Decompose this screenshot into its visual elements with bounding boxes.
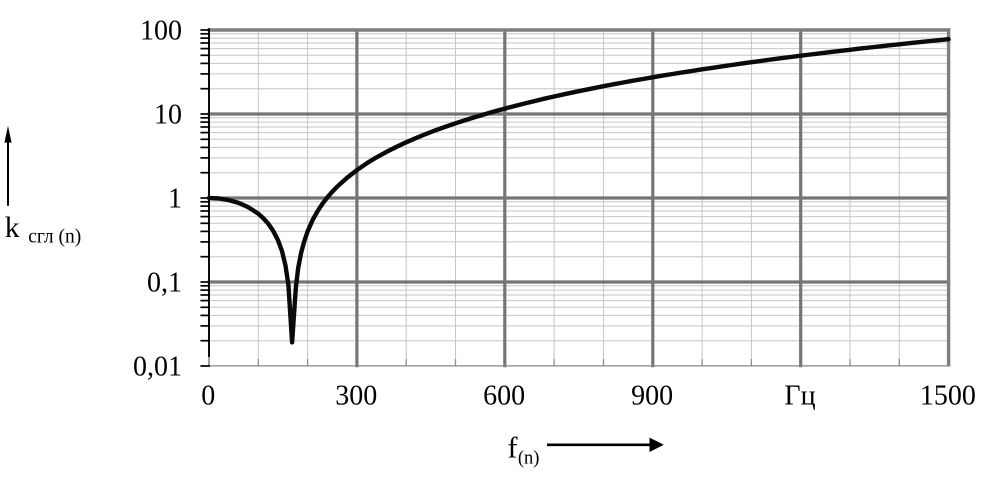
svg-text:(n): (n) [518, 449, 540, 469]
svg-text:600: 600 [483, 381, 525, 412]
svg-text:f: f [508, 431, 518, 464]
svg-text:Гц: Гц [784, 381, 815, 412]
svg-text:300: 300 [335, 381, 377, 412]
svg-text:1: 1 [168, 183, 182, 214]
svg-text:0,01: 0,01 [133, 351, 182, 382]
svg-text:сгл (n): сгл (n) [28, 226, 81, 247]
svg-text:10: 10 [154, 99, 182, 130]
svg-text:900: 900 [631, 381, 673, 412]
svg-text:0: 0 [201, 381, 215, 412]
svg-text:k: k [5, 212, 20, 244]
svg-text:0,1: 0,1 [147, 267, 182, 298]
svg-text:1500: 1500 [920, 381, 976, 412]
svg-text:100: 100 [140, 15, 182, 46]
